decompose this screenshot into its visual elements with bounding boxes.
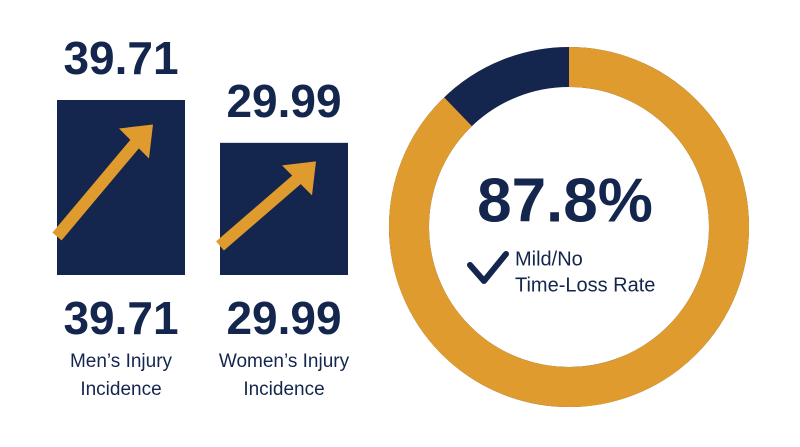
- donut-caption: Mild/No: [515, 248, 583, 270]
- check-icon: [467, 251, 509, 284]
- arrow-icon: [216, 161, 316, 251]
- stat-caption: Men’s Injury: [70, 351, 173, 372]
- stat-value-bottom: 39.71: [63, 292, 178, 344]
- arrow-shaft: [52, 132, 146, 241]
- arrow-head: [119, 124, 153, 159]
- donut-caption: Time-Loss Rate: [515, 274, 655, 296]
- stat-caption: Incidence: [80, 379, 161, 400]
- arrow-icon: [52, 124, 153, 241]
- stat-value-top: 39.71: [63, 32, 178, 84]
- stat-box: [57, 100, 185, 275]
- stat-value-bottom: 29.99: [226, 292, 341, 344]
- stat-caption: Incidence: [243, 379, 324, 400]
- donut-value: 87.8%: [477, 166, 653, 235]
- stat-caption: Women’s Injury: [219, 351, 350, 372]
- stat-value-top: 29.99: [226, 75, 341, 127]
- donut-segment: [389, 47, 749, 407]
- arrow-shaft: [216, 168, 308, 251]
- stat-box: [220, 142, 348, 275]
- arrow-head: [282, 161, 316, 196]
